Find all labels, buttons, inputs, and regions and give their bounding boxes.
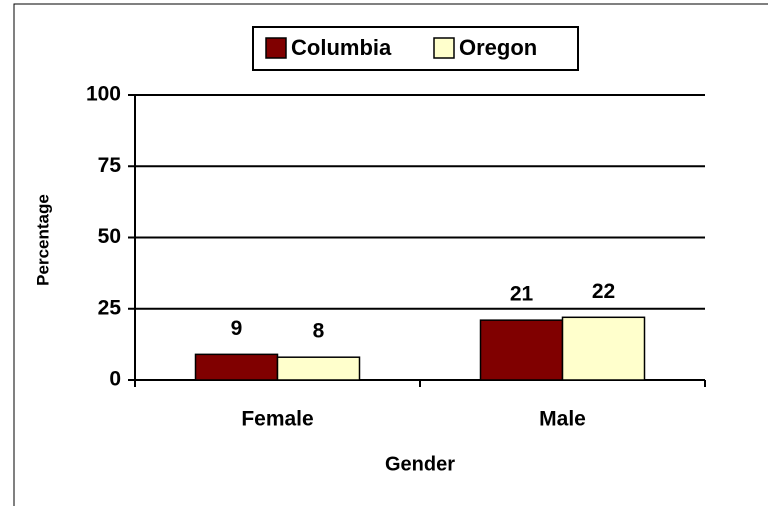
legend-label: Oregon bbox=[459, 35, 537, 60]
bar bbox=[276, 356, 361, 381]
data-label: 9 bbox=[231, 317, 243, 340]
x-axis-label: Gender bbox=[385, 453, 455, 475]
legend-box bbox=[252, 26, 579, 71]
x-tick-label: Female bbox=[241, 408, 313, 431]
y-axis-label: Percentage bbox=[33, 194, 52, 286]
chart-frame bbox=[13, 3, 768, 506]
legend-label: Columbia bbox=[291, 35, 392, 60]
data-label: 8 bbox=[313, 320, 325, 343]
data-label: 22 bbox=[592, 280, 615, 303]
bar bbox=[194, 353, 279, 381]
x-tick-label: Male bbox=[539, 408, 586, 431]
y-tick-label: 100 bbox=[86, 83, 121, 106]
data-label: 21 bbox=[510, 283, 534, 306]
legend-swatch bbox=[433, 37, 455, 59]
y-tick-label: 75 bbox=[98, 154, 122, 177]
bar bbox=[479, 319, 564, 381]
bar bbox=[561, 316, 646, 381]
legend-swatch bbox=[265, 37, 287, 59]
y-tick-label: 0 bbox=[109, 368, 121, 391]
y-tick-label: 50 bbox=[98, 225, 121, 248]
y-tick-label: 25 bbox=[98, 296, 122, 319]
